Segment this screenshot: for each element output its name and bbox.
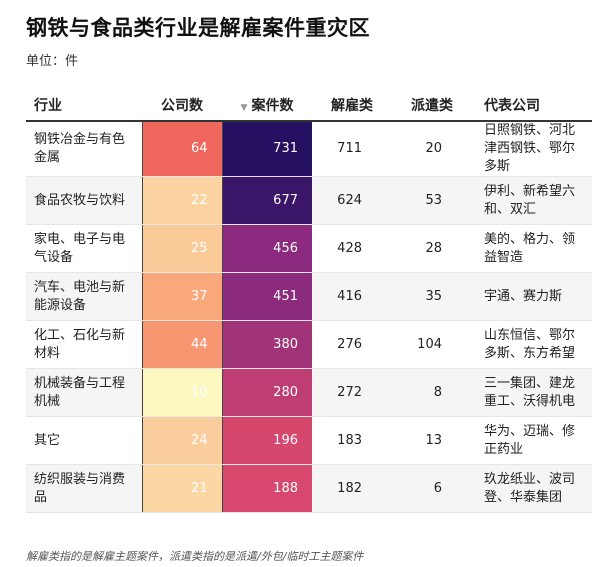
- cell-companies: 24: [142, 416, 223, 465]
- cell-dispatch: 20: [392, 121, 472, 177]
- table-row: 钢铁冶金与有色金属 64 731 711 20 日照钢铁、河北津西钢铁、鄂尔多斯: [26, 121, 592, 177]
- cell-dismissal: 272: [312, 368, 392, 417]
- cell-industry: 食品农牧与饮料: [26, 176, 143, 225]
- cell-industry: 钢铁冶金与有色金属: [26, 121, 143, 177]
- cell-dispatch: 6: [392, 464, 472, 513]
- cell-cases: 196: [222, 416, 312, 465]
- cell-companies: 64: [142, 121, 223, 177]
- header-companies[interactable]: 公司数: [142, 90, 222, 122]
- table-row: 食品农牧与饮料 22 677 624 53 伊利、新希望六和、双汇: [26, 176, 592, 225]
- cell-companies: 21: [142, 464, 223, 513]
- cell-dismissal: 276: [312, 320, 392, 369]
- cell-rep: 日照钢铁、河北津西钢铁、鄂尔多斯: [472, 121, 592, 177]
- cell-dispatch: 104: [392, 320, 472, 369]
- cell-industry: 家电、电子与电气设备: [26, 224, 143, 273]
- cell-cases: 380: [222, 320, 312, 369]
- table-row: 化工、石化与新材料 44 380 276 104 山东恒信、鄂尔多斯、东方希望: [26, 320, 592, 369]
- cell-rep: 美的、格力、领益智造: [472, 224, 592, 273]
- header-rep[interactable]: 代表公司: [472, 90, 592, 122]
- cell-dispatch: 13: [392, 416, 472, 465]
- header-row: 行业 公司数 ▼ 案件数 解雇类 派遣类 代表公司: [26, 90, 592, 122]
- header-dispatch[interactable]: 派遣类: [392, 90, 472, 122]
- sort-down-icon: ▼: [240, 103, 248, 113]
- cell-rep: 伊利、新希望六和、双汇: [472, 176, 592, 225]
- cell-dismissal: 416: [312, 272, 392, 321]
- cell-dispatch: 28: [392, 224, 472, 273]
- table-row: 家电、电子与电气设备 25 456 428 28 美的、格力、领益智造: [26, 224, 592, 273]
- header-cases-label: 案件数: [251, 98, 294, 114]
- cell-cases: 280: [222, 368, 312, 417]
- cell-dismissal: 182: [312, 464, 392, 513]
- cell-industry: 纺织服装与消费品: [26, 464, 143, 513]
- cell-cases: 677: [222, 176, 312, 225]
- cell-dismissal: 428: [312, 224, 392, 273]
- cell-companies: 22: [142, 176, 223, 225]
- cell-industry: 其它: [26, 416, 143, 465]
- cell-dispatch: 8: [392, 368, 472, 417]
- cell-rep: 玖龙纸业、波司登、华泰集团: [472, 464, 592, 513]
- chart-title: 钢铁与食品类行业是解雇案件重灾区: [26, 16, 370, 40]
- table-row: 汽车、电池与新能源设备 37 451 416 35 宇通、赛力斯: [26, 272, 592, 321]
- header-cases[interactable]: ▼ 案件数: [222, 90, 312, 122]
- cell-rep: 山东恒信、鄂尔多斯、东方希望: [472, 320, 592, 369]
- cell-rep: 华为、迈瑞、修正药业: [472, 416, 592, 465]
- data-table: 行业 公司数 ▼ 案件数 解雇类 派遣类 代表公司 钢铁冶金与有色金属 64 731 7…: [26, 90, 592, 513]
- cell-industry: 机械装备与工程机械: [26, 368, 143, 417]
- cell-rep: 三一集团、建龙重工、沃得机电: [472, 368, 592, 417]
- header-industry[interactable]: 行业: [26, 90, 142, 122]
- cell-industry: 汽车、电池与新能源设备: [26, 272, 143, 321]
- cell-companies: 25: [142, 224, 223, 273]
- cell-cases: 451: [222, 272, 312, 321]
- cell-companies: 10: [142, 368, 223, 417]
- cell-companies: 44: [142, 320, 223, 369]
- cell-companies: 37: [142, 272, 223, 321]
- cell-dismissal: 711: [312, 121, 392, 177]
- table-row: 纺织服装与消费品 21 188 182 6 玖龙纸业、波司登、华泰集团: [26, 464, 592, 513]
- cell-cases: 456: [222, 224, 312, 273]
- cell-rep: 宇通、赛力斯: [472, 272, 592, 321]
- unit-label: 单位：件: [26, 54, 79, 69]
- cell-dismissal: 183: [312, 416, 392, 465]
- cell-industry: 化工、石化与新材料: [26, 320, 143, 369]
- cell-cases: 188: [222, 464, 312, 513]
- table-row: 机械装备与工程机械 10 280 272 8 三一集团、建龙重工、沃得机电: [26, 368, 592, 417]
- cell-dispatch: 53: [392, 176, 472, 225]
- footnote: 解雇类指的是解雇主题案件，派遣类指的是派遣/外包/临时工主题案件: [26, 550, 364, 563]
- header-dismissal[interactable]: 解雇类: [312, 90, 392, 122]
- cell-dismissal: 624: [312, 176, 392, 225]
- table-row: 其它 24 196 183 13 华为、迈瑞、修正药业: [26, 416, 592, 465]
- table-body: 钢铁冶金与有色金属 64 731 711 20 日照钢铁、河北津西钢铁、鄂尔多斯 食品农牧与…: [26, 121, 592, 513]
- cell-cases: 731: [222, 121, 312, 177]
- cell-dispatch: 35: [392, 272, 472, 321]
